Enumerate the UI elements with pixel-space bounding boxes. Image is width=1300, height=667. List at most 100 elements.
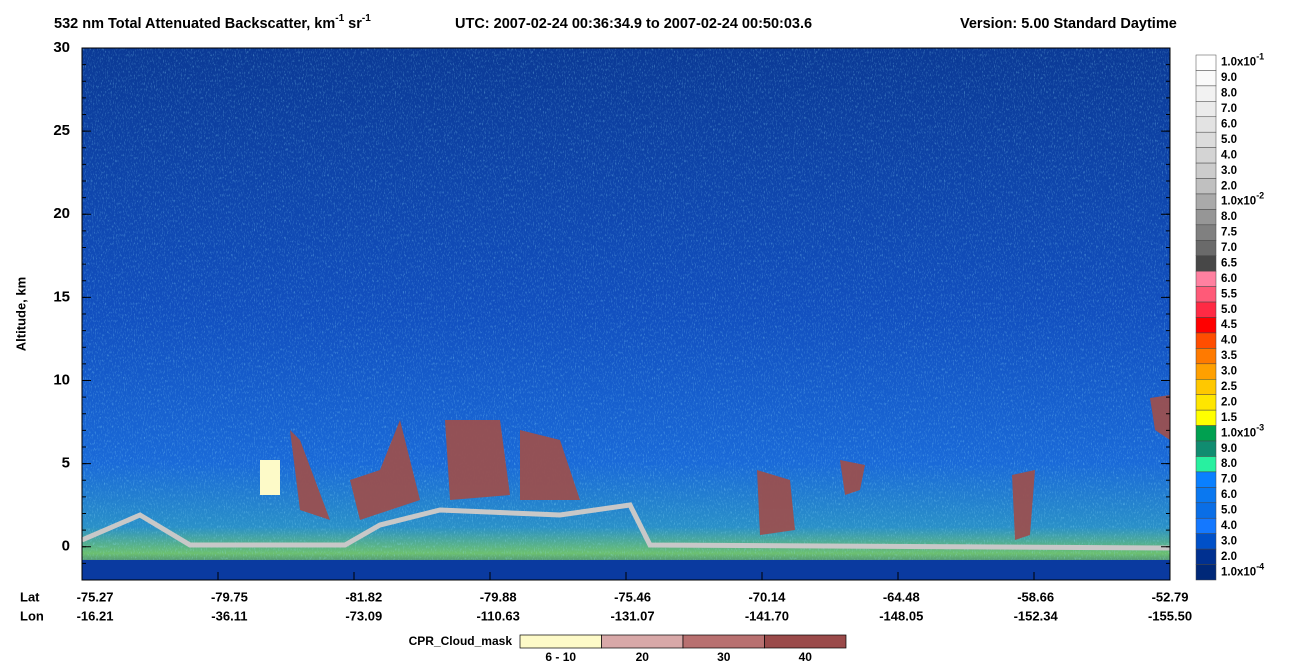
cpr-legend-swatch	[682, 634, 765, 649]
colorbar-swatch	[1195, 116, 1217, 133]
x-tick-label: -52.79	[1152, 589, 1189, 604]
colorbar-label: 2.0	[1221, 551, 1237, 563]
colorbar-swatch	[1195, 471, 1217, 488]
colorbar-label-text: 2.0	[1221, 396, 1237, 408]
colorbar-label-text: 2.0	[1221, 551, 1237, 563]
backscatter-noise	[82, 48, 1170, 580]
colorbar-label: 5.0	[1221, 134, 1237, 146]
colorbar-label-text: 9.0	[1221, 443, 1237, 455]
colorbar-swatch	[1195, 240, 1217, 256]
colorbar-label: 3.0	[1221, 535, 1237, 547]
colorbar-swatch	[1195, 301, 1217, 318]
colorbar-label-text: 1.0x10	[1221, 566, 1256, 578]
x-row-name: Lon	[20, 608, 44, 623]
colorbar-label: 4.0	[1221, 335, 1237, 347]
x-tick-label: -16.21	[77, 608, 114, 623]
x-tick-label: -75.27	[77, 589, 114, 604]
colorbar-label: 4.0	[1221, 149, 1237, 161]
colorbar-label: 4.5	[1221, 319, 1238, 331]
x-tick-label: -79.75	[211, 589, 248, 604]
plot-area	[81, 47, 1171, 581]
colorbar-swatch	[1195, 502, 1217, 519]
colorbar-label-text: 8.0	[1221, 211, 1237, 223]
colorbar-label-text: 1.5	[1221, 412, 1238, 424]
y-tick-label: 20	[53, 205, 70, 222]
colorbar-label: 6.0	[1221, 119, 1237, 131]
colorbar-label: 8.0	[1221, 458, 1237, 470]
colorbar-label-text: 5.0	[1221, 505, 1237, 517]
colorbar-label-text: 3.0	[1221, 535, 1237, 547]
colorbar-label-sup: -4	[1256, 562, 1264, 572]
cpr-legend-label: 20	[636, 650, 650, 664]
cpr-legend-label: 30	[717, 650, 731, 664]
y-tick-label: 30	[53, 39, 70, 56]
x-tick-label: -70.14	[748, 589, 786, 604]
colorbar-label: 2.0	[1221, 180, 1237, 192]
colorbar-label-text: 6.0	[1221, 489, 1237, 501]
colorbar-swatch	[1195, 533, 1217, 550]
cpr-legend-swatch	[764, 634, 847, 649]
colorbar-label-text: 6.0	[1221, 273, 1237, 285]
colorbar-swatch	[1195, 286, 1217, 303]
colorbar-label-text: 5.0	[1221, 134, 1237, 146]
colorbar-label-text: 6.5	[1221, 257, 1238, 269]
colorbar-swatch	[1195, 131, 1217, 148]
title-unit: sr	[344, 16, 362, 32]
colorbar-label-text: 7.0	[1221, 103, 1237, 115]
x-row-name: Lat	[20, 589, 40, 604]
colorbar: 1.0x10-19.08.07.06.05.04.03.02.01.0x10-2…	[1195, 52, 1264, 581]
colorbar-swatch	[1195, 255, 1217, 272]
cloud-features	[290, 395, 1170, 540]
y-tick-label: 5	[62, 455, 70, 472]
colorbar-label-text: 3.5	[1221, 350, 1238, 362]
x-tick-label: -152.34	[1014, 608, 1059, 623]
colorbar-label-sup: -3	[1256, 423, 1264, 433]
colorbar-label-text: 4.0	[1221, 149, 1237, 161]
colorbar-label-sup: -1	[1256, 52, 1264, 62]
y-tick-label: 15	[53, 288, 70, 305]
colorbar-swatch	[1195, 548, 1217, 565]
colorbar-swatch	[1195, 101, 1217, 118]
cpr-legend-swatch	[601, 634, 684, 649]
colorbar-label-text: 8.0	[1221, 458, 1237, 470]
x-tick-label: -148.05	[879, 608, 923, 623]
colorbar-label-text: 2.5	[1221, 381, 1238, 393]
colorbar-label: 8.0	[1221, 211, 1237, 223]
x-tick-label: -141.70	[745, 608, 789, 623]
colorbar-label-text: 3.0	[1221, 165, 1237, 177]
colorbar-label: 5.0	[1221, 304, 1237, 316]
colorbar-label: 6.0	[1221, 489, 1237, 501]
x-tick-label: -155.50	[1148, 608, 1192, 623]
colorbar-label-text: 2.0	[1221, 180, 1237, 192]
colorbar-label: 1.0x10-4	[1221, 562, 1264, 579]
colorbar-label-text: 1.0x10	[1221, 196, 1256, 208]
colorbar-label: 8.0	[1221, 88, 1237, 100]
colorbar-swatch	[1195, 440, 1217, 457]
chart-title: 532 nm Total Attenuated Backscatter, km-…	[54, 13, 371, 32]
cloud-feature	[260, 460, 280, 495]
colorbar-swatch	[1195, 409, 1217, 426]
colorbar-swatch	[1195, 517, 1217, 534]
x-tick-label: -58.66	[1017, 589, 1054, 604]
title-main: 532 nm Total Attenuated Backscatter, km	[54, 16, 335, 32]
y-tick-label: 25	[53, 122, 70, 139]
colorbar-label: 1.5	[1221, 412, 1238, 424]
colorbar-swatch	[1195, 162, 1217, 179]
colorbar-swatch	[1195, 70, 1217, 87]
colorbar-label-text: 5.0	[1221, 304, 1237, 316]
x-tick-label: -110.63	[476, 608, 519, 623]
title-superscript: -1	[335, 13, 344, 24]
colorbar-swatch	[1195, 178, 1217, 195]
colorbar-swatch	[1195, 224, 1217, 241]
colorbar-label: 6.0	[1221, 273, 1237, 285]
colorbar-swatch	[1195, 363, 1217, 380]
x-tick-label: -79.88	[480, 589, 517, 604]
colorbar-swatch	[1195, 193, 1217, 210]
colorbar-label: 2.5	[1221, 381, 1238, 393]
colorbar-label-text: 6.0	[1221, 119, 1237, 131]
colorbar-swatch	[1195, 332, 1217, 349]
colorbar-label-text: 8.0	[1221, 88, 1237, 100]
title-utc: UTC: 2007-02-24 00:36:34.9 to 2007-02-24…	[455, 16, 812, 32]
colorbar-label-text: 1.0x10	[1221, 427, 1256, 439]
colorbar-label-text: 4.0	[1221, 520, 1237, 532]
